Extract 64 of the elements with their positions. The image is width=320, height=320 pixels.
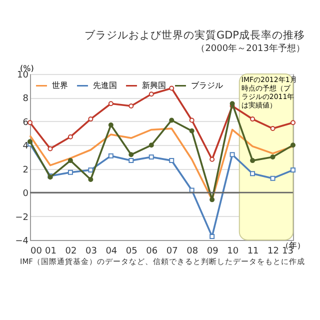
y-tick-label: 4 [22,142,29,152]
y-tick-label: −4 [15,236,29,246]
point [88,116,94,122]
y-tick-label: 6 [22,118,29,128]
chart-subtitle: （2000年～2013年予想） [196,43,305,54]
y-tick-label: 0 [22,189,29,200]
y-tick-label: −2 [15,212,28,223]
point [148,154,154,160]
x-tick-label: 10 [227,246,239,256]
point [68,170,73,175]
point [270,154,276,160]
x-tick-label: 07 [166,246,178,256]
point [148,92,154,97]
point [230,152,235,158]
legend-label: 先進国 [93,80,117,90]
x-tick-label: 11 [247,246,259,256]
x-tick-label: 01 [45,246,56,256]
point [68,134,73,140]
x-tick-label: 08 [186,246,198,256]
point [250,158,256,164]
x-tick-label: 09 [206,246,219,256]
point [210,156,215,162]
point [210,197,215,202]
line-series [29,128,294,201]
x-tick-label: 06 [146,246,158,256]
legend-label: 世界 [52,80,68,90]
point [148,142,154,148]
point [88,177,94,182]
point [189,118,194,123]
y-tick-label: 8 [22,94,29,104]
x-tick-label: 02 [65,246,77,256]
point [290,120,296,126]
y-tick-label: 2 [22,165,28,176]
point [128,158,134,164]
point [290,168,296,173]
point [48,146,53,152]
point [108,122,114,128]
point [270,176,276,181]
x-tick-label: 04 [106,246,118,256]
point [250,171,256,176]
point [230,101,235,106]
chart-title: ブラジルおよび世界の実質GDP成長率の推移 [84,28,305,42]
x-tick-label: 12 [268,246,279,256]
x-tick-label: 03 [85,246,97,256]
point [169,118,174,123]
point [290,142,296,148]
point [128,104,134,109]
point [250,116,256,122]
point [88,168,94,173]
y-tick-label: 10 [17,70,29,80]
point [169,158,174,164]
legend-label: 新興国 [142,80,166,90]
point [28,120,32,126]
point [108,153,114,158]
point [169,86,174,91]
point [270,126,276,132]
point [108,101,114,106]
legend-label: ブラジル [191,80,223,90]
point [128,152,134,158]
x-tick-label: 00 [30,246,42,256]
point [68,158,73,164]
point [189,128,194,134]
point [210,234,215,239]
x-tick-label: 05 [126,246,138,256]
